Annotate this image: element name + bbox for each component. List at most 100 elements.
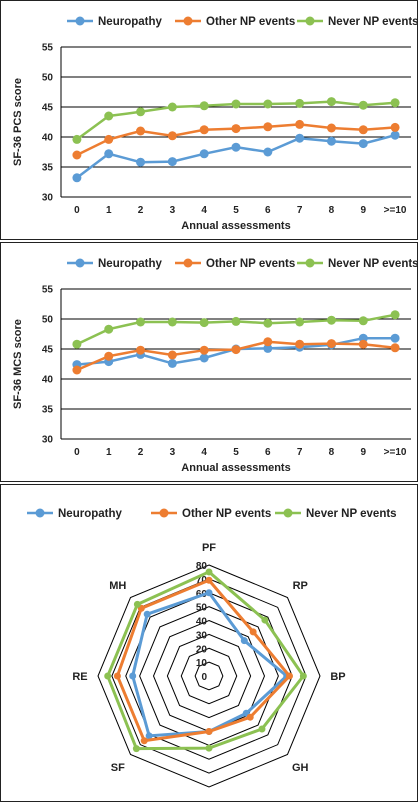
- radar-chart-panel: Neuropathy Other NP events Never NP events…: [0, 484, 418, 802]
- data-point-other-np-events: [295, 339, 305, 349]
- x-tick-label: 5: [233, 205, 239, 216]
- data-point-never-np-events: [326, 97, 336, 107]
- radar-point-never-np-events: [205, 568, 213, 576]
- y-tick-label: 55: [42, 285, 54, 296]
- data-point-neuropathy: [326, 136, 336, 146]
- data-point-never-np-events: [326, 315, 336, 325]
- data-point-neuropathy: [231, 142, 241, 152]
- legend-label-neuropathy: Neuropathy: [98, 258, 163, 270]
- data-point-other-np-events: [326, 339, 336, 349]
- data-point-never-np-events: [263, 99, 273, 109]
- x-axis-label: Annual assessments: [181, 220, 290, 232]
- y-tick-label: 30: [42, 435, 54, 446]
- data-point-never-np-events: [72, 339, 82, 349]
- y-tick-label: 50: [42, 315, 54, 326]
- legend-label-never-np-events: Never NP events: [328, 258, 417, 270]
- legend-label-never-np-events: Never NP events: [306, 508, 397, 520]
- x-tick-label: >=10: [384, 447, 407, 458]
- radar-point-neuropathy: [145, 732, 153, 740]
- data-point-other-np-events: [390, 343, 400, 353]
- x-tick-label: 5: [233, 447, 239, 458]
- radar-point-other-np-events: [113, 672, 121, 680]
- radar-point-other-np-events: [205, 728, 213, 735]
- x-tick-label: 8: [329, 205, 335, 216]
- data-point-other-np-events: [295, 119, 305, 129]
- x-tick-label: 2: [138, 205, 144, 216]
- data-point-neuropathy: [199, 149, 209, 159]
- radar-point-never-np-events: [133, 600, 141, 608]
- radial-tick-label: 20: [196, 644, 208, 655]
- pcs-chart-panel: Neuropathy Other NP events Never NP events…: [0, 0, 418, 240]
- legend-label-never-np-events: Never NP events: [328, 16, 417, 28]
- x-tick-label: >=10: [384, 205, 407, 216]
- x-axis-label: Annual assessments: [181, 462, 290, 474]
- data-point-other-np-events: [263, 122, 273, 132]
- series-line-neuropathy: [76, 133, 396, 179]
- mcs-chart-panel: Neuropathy Other NP events Never NP events…: [0, 242, 418, 482]
- y-tick-label: 40: [42, 375, 54, 386]
- data-point-neuropathy: [104, 149, 114, 159]
- data-point-never-np-events: [104, 324, 114, 334]
- radar-gridline: [180, 647, 238, 705]
- radar-point-never-np-events: [104, 672, 112, 680]
- data-point-never-np-events: [104, 111, 114, 121]
- data-point-other-np-events: [326, 123, 336, 133]
- y-tick-label: 40: [42, 133, 54, 144]
- data-point-neuropathy: [263, 343, 273, 353]
- legend-label-other-np-events: Other NP events: [206, 16, 295, 28]
- radar-axis-label-sf: SF: [111, 762, 125, 774]
- x-tick-label: 2: [138, 447, 144, 458]
- data-point-other-np-events: [72, 365, 82, 375]
- sf36-radar-chart: Neuropathy Other NP events Never NP events…: [27, 508, 397, 801]
- data-point-other-np-events: [199, 345, 209, 355]
- legend-marker-neuropathy: [75, 16, 85, 26]
- legend-marker-other-np-events: [183, 258, 193, 268]
- radar-gridline: [194, 661, 224, 691]
- data-point-neuropathy: [263, 147, 273, 157]
- y-axis-label: SF-36 PCS score: [12, 78, 24, 166]
- data-point-neuropathy: [295, 133, 305, 143]
- data-point-other-np-events: [72, 150, 82, 160]
- radial-tick-label: 50: [196, 603, 208, 614]
- radial-tick-label: 70: [196, 575, 208, 586]
- data-point-never-np-events: [199, 318, 209, 328]
- y-tick-label: 45: [42, 345, 54, 356]
- radar-point-never-np-events: [132, 745, 140, 753]
- data-point-other-np-events: [136, 345, 146, 355]
- radar-point-other-np-events: [285, 672, 293, 680]
- x-tick-label: 8: [329, 447, 335, 458]
- y-tick-label: 55: [42, 43, 54, 54]
- data-point-neuropathy: [167, 358, 177, 368]
- data-point-other-np-events: [104, 134, 114, 144]
- data-point-other-np-events: [263, 337, 273, 347]
- x-tick-label: 6: [265, 447, 271, 458]
- legend-marker-never-np-events: [305, 258, 315, 268]
- radial-tick-label: 10: [196, 658, 208, 669]
- data-point-neuropathy: [167, 157, 177, 167]
- radar-point-never-np-events: [258, 725, 266, 733]
- legend-label-neuropathy: Neuropathy: [98, 16, 163, 28]
- radar-point-never-np-events: [261, 616, 269, 624]
- radar-gridline: [139, 606, 279, 746]
- radial-tick-label: 40: [196, 617, 208, 628]
- x-tick-label: 3: [170, 447, 176, 458]
- x-tick-label: 4: [201, 447, 207, 458]
- radar-point-other-np-events: [205, 576, 213, 584]
- radar-axis-label-vt: VT: [202, 800, 216, 801]
- data-point-neuropathy: [390, 130, 400, 140]
- x-tick-label: 7: [297, 447, 303, 458]
- data-point-other-np-events: [136, 126, 146, 136]
- y-axis-label: SF-36 MCS score: [12, 319, 24, 409]
- radar-axis-label-re: RE: [72, 671, 87, 683]
- y-tick-label: 35: [42, 405, 54, 416]
- data-point-never-np-events: [358, 316, 368, 326]
- x-tick-label: 7: [297, 205, 303, 216]
- legend-label-other-np-events: Other NP events: [182, 508, 271, 520]
- data-point-never-np-events: [390, 310, 400, 320]
- data-point-never-np-events: [390, 98, 400, 108]
- data-point-other-np-events: [167, 131, 177, 141]
- data-point-other-np-events: [231, 345, 241, 355]
- data-point-other-np-events: [199, 125, 209, 135]
- x-tick-label: 0: [74, 447, 80, 458]
- legend-marker-never-np-events: [283, 508, 293, 518]
